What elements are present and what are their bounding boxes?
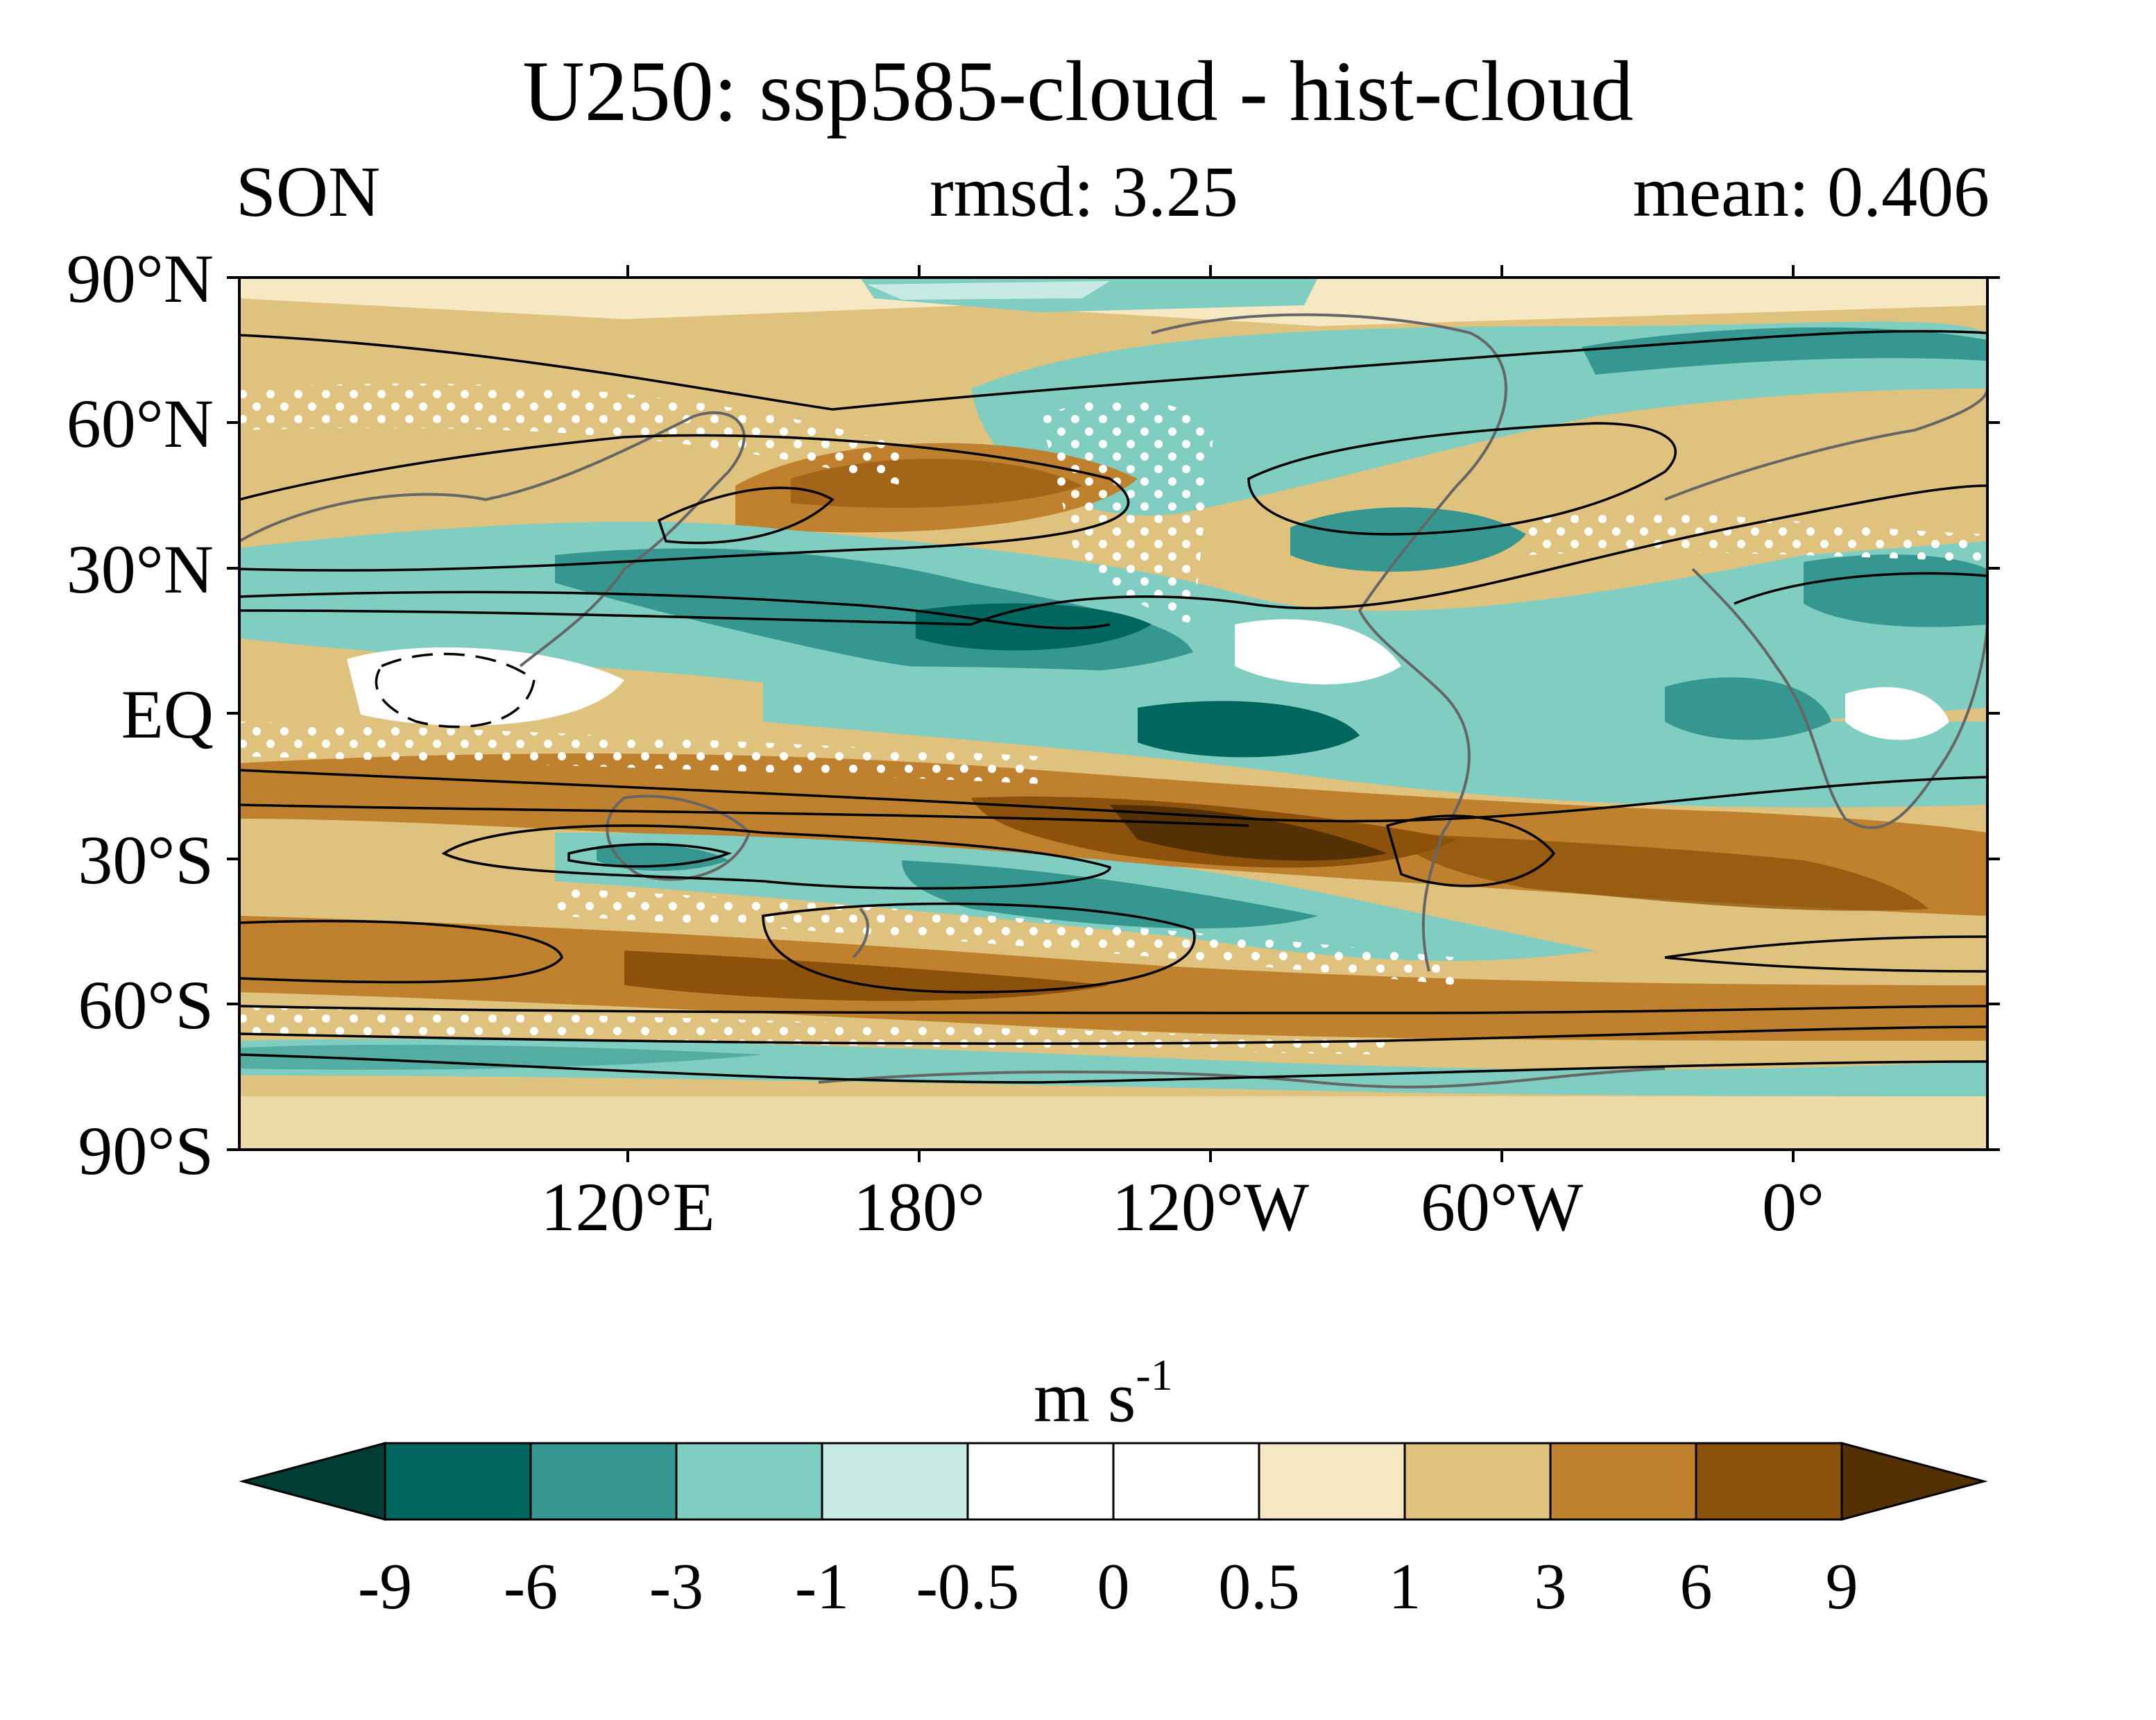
colorbar-tick: 1 — [1388, 1551, 1421, 1623]
axis-ticks — [227, 265, 2000, 1162]
colorbar-tick: -0.5 — [916, 1551, 1020, 1623]
colorbar-upper-extension — [1840, 1442, 1988, 1521]
colorbar-bin — [384, 1442, 532, 1521]
units-exponent: -1 — [1136, 1350, 1173, 1399]
lat-label-30n: 30°N — [66, 531, 214, 608]
colorbar-tick: 0 — [1097, 1551, 1130, 1623]
season-label: SON — [236, 152, 381, 232]
colorbar — [239, 1442, 1988, 1521]
climatology-contours — [239, 330, 1987, 1084]
lat-label-eq: EQ — [121, 676, 214, 753]
mean-label: mean: 0.406 — [1632, 152, 1990, 232]
colorbar-bin — [821, 1442, 969, 1521]
colorbar-bin — [1258, 1442, 1406, 1521]
lon-label-120e: 120°E — [540, 1168, 715, 1245]
colorbar-bin — [1695, 1442, 1843, 1521]
colorbar-tick: 0.5 — [1218, 1551, 1300, 1623]
lon-label-180: 180° — [853, 1168, 985, 1245]
colorbar-units: m s-1 — [1034, 1353, 1173, 1434]
colorbar-tick: -9 — [357, 1551, 413, 1623]
lat-label-60s: 60°S — [78, 967, 214, 1044]
rmsd-label: rmsd: 3.25 — [930, 152, 1238, 232]
colorbar-tick: 6 — [1679, 1551, 1713, 1623]
colorbar-bin — [1112, 1442, 1260, 1521]
units-text: m s — [1034, 1357, 1136, 1438]
lat-label-90s: 90°S — [78, 1112, 214, 1189]
colorbar-bin — [1549, 1442, 1697, 1521]
colorbar-lower-extension — [239, 1442, 386, 1521]
colorbar-bin — [1403, 1442, 1552, 1521]
lat-label-60n: 60°N — [66, 385, 214, 462]
colorbar-tick: 3 — [1534, 1551, 1567, 1623]
lat-label-90n: 90°N — [66, 240, 214, 317]
lat-label-30s: 30°S — [78, 821, 214, 899]
colorbar-bin — [529, 1442, 678, 1521]
colorbar-tick: -3 — [649, 1551, 704, 1623]
lon-label-60w: 60°W — [1420, 1168, 1584, 1245]
colorbar-bin — [675, 1442, 823, 1521]
colorbar-tick: -6 — [503, 1551, 558, 1623]
lon-label-120w: 120°W — [1111, 1168, 1310, 1245]
colorbar-tick: -1 — [794, 1551, 850, 1623]
coastlines — [239, 313, 1987, 1089]
colorbar-bin — [966, 1442, 1115, 1521]
colorbar-tick: 9 — [1825, 1551, 1858, 1623]
figure-title: U250: ssp585-cloud - hist-cloud — [522, 44, 1634, 139]
lon-label-0: 0° — [1762, 1168, 1824, 1245]
